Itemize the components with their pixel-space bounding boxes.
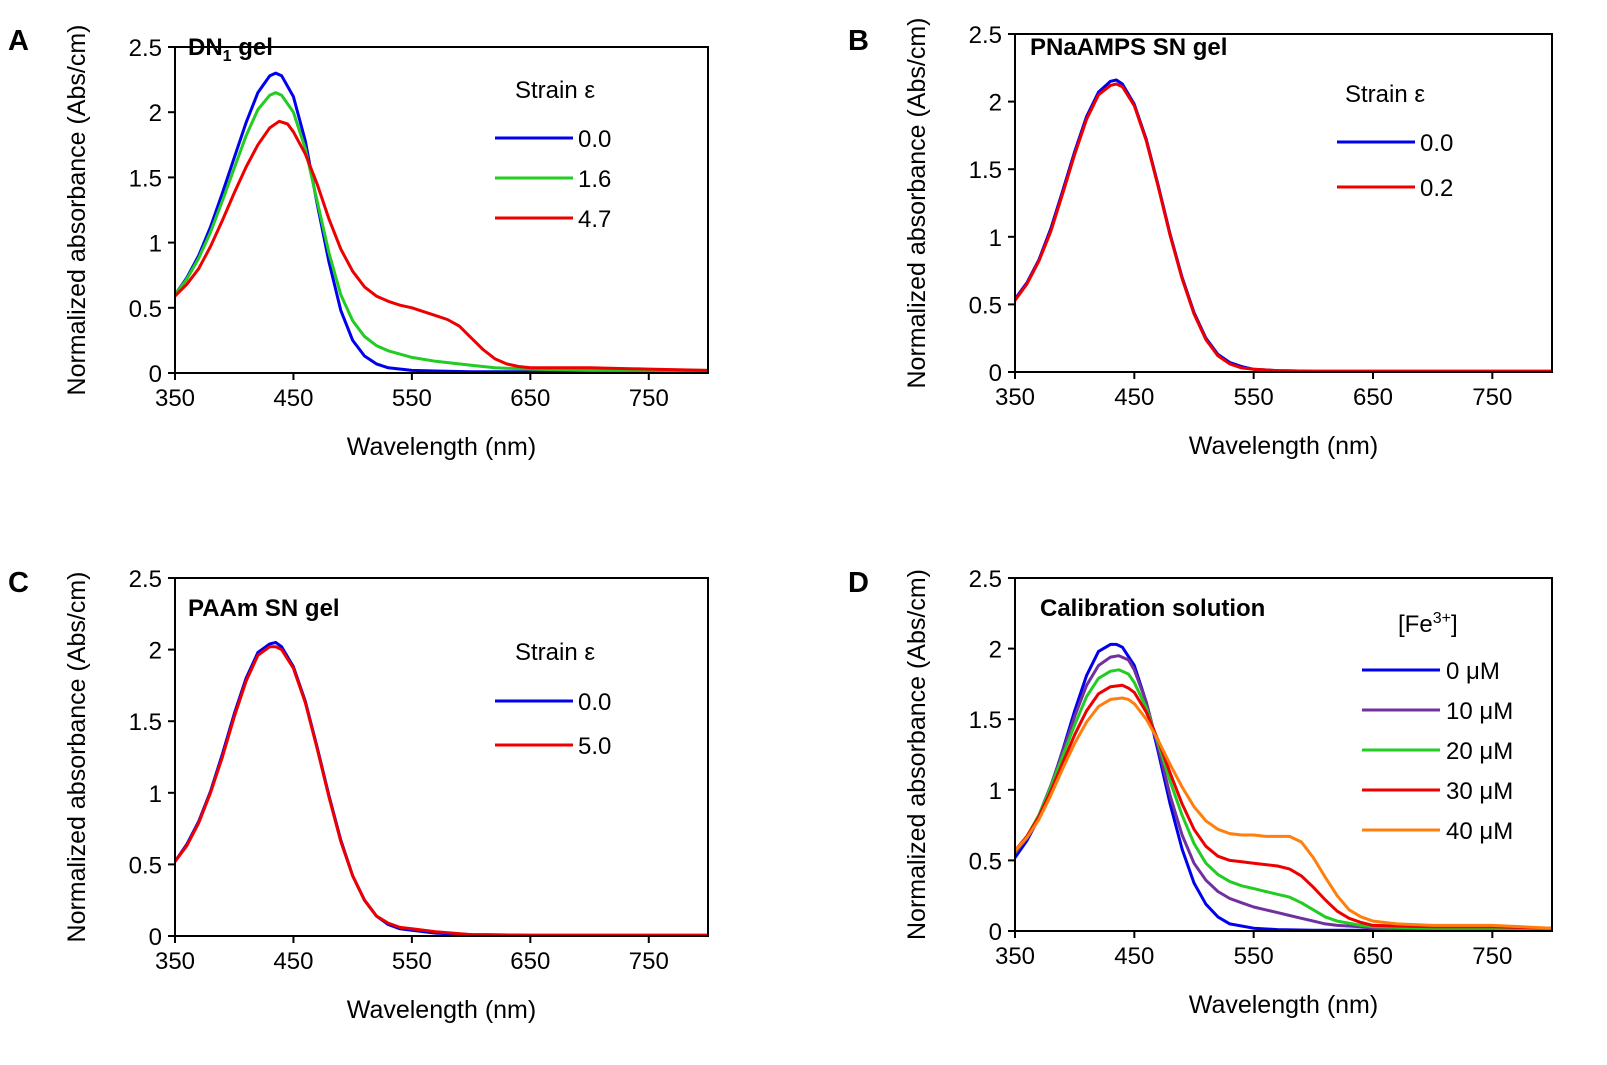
y-tick-label: 1 <box>149 781 162 808</box>
legend-label: 0.0 <box>1420 130 1453 157</box>
legend-label: 0.2 <box>1420 175 1453 202</box>
plot-frame <box>174 46 709 374</box>
y-tick-label: 2 <box>149 638 162 665</box>
y-tick-label: 1.5 <box>969 707 1002 734</box>
x-tick-label: 650 <box>1353 384 1393 411</box>
y-tick-label: 0.5 <box>969 292 1002 319</box>
panel-a: A 350 450 550 650 750 0 0.5 1 1.5 2 2.5 Wavelength (… <box>8 25 709 461</box>
series-line-1 <box>1015 654 1552 931</box>
y-tick-label: 2 <box>989 637 1002 664</box>
x-tick-label: 650 <box>510 385 550 412</box>
panel-title: DN1 gel <box>188 34 273 65</box>
legend-label: 40 μM <box>1446 818 1513 845</box>
x-axis-label: Wavelength (nm) <box>1189 432 1378 460</box>
legend-label: 30 μM <box>1446 778 1513 805</box>
legend-title: Strain ε <box>515 639 595 666</box>
plot-frame <box>174 577 709 937</box>
x-tick-label: 650 <box>510 948 550 975</box>
y-tick-label: 0.5 <box>129 296 162 323</box>
y-tick-label: 2.5 <box>129 566 162 593</box>
y-axis-label: Normalized absorbance (Abs/cm) <box>63 572 91 943</box>
legend-title: [Fe3+] <box>1398 610 1458 638</box>
series-line-0 <box>175 640 708 936</box>
series-line-4 <box>1015 696 1552 930</box>
x-tick-label: 750 <box>629 385 669 412</box>
series-line-0 <box>1015 78 1552 372</box>
x-tick-label: 450 <box>1114 943 1154 970</box>
series-line-1 <box>175 91 708 372</box>
x-tick-label: 550 <box>392 385 432 412</box>
x-tick-label: 550 <box>1234 943 1274 970</box>
panel-letter: A <box>8 25 29 57</box>
series-line-1 <box>175 645 708 936</box>
series-line-3 <box>1015 683 1552 930</box>
y-tick-label: 0.5 <box>969 848 1002 875</box>
panel-b: B 350 450 550 650 750 0 0.5 1 1.5 2 2.5 Wavelength (… <box>848 18 1553 460</box>
y-tick-label: 1.5 <box>129 709 162 736</box>
plot-frame <box>1014 577 1553 932</box>
panel-letter: D <box>848 567 869 599</box>
x-tick-label: 450 <box>1114 384 1154 411</box>
series-line-2 <box>1015 668 1552 931</box>
y-tick-label: 2.5 <box>969 566 1002 593</box>
panel-title: Calibration solution <box>1040 595 1265 622</box>
x-axis-label: Wavelength (nm) <box>347 433 536 461</box>
panel-letter: C <box>8 567 29 599</box>
x-tick-label: 650 <box>1353 943 1393 970</box>
y-tick-label: 0 <box>149 361 162 388</box>
x-tick-label: 350 <box>155 948 195 975</box>
x-tick-label: 750 <box>629 948 669 975</box>
y-tick-label: 1 <box>989 225 1002 252</box>
plot-frame <box>1014 33 1553 373</box>
y-axis-label: Normalized absorbance (Abs/cm) <box>903 18 931 389</box>
y-tick-label: 0 <box>149 924 162 951</box>
y-tick-label: 0.5 <box>129 852 162 879</box>
legend-label: 20 μM <box>1446 738 1513 765</box>
panel-c: C 350 450 550 650 750 0 0.5 1 1.5 2 2.5 Wavelength (… <box>8 566 709 1024</box>
y-axis-label: Normalized absorbance (Abs/cm) <box>63 25 91 396</box>
x-axis-label: Wavelength (nm) <box>1189 991 1378 1019</box>
legend-label: 0.0 <box>578 126 611 153</box>
y-tick-label: 0 <box>989 360 1002 387</box>
y-tick-label: 2.5 <box>129 35 162 62</box>
y-tick-label: 0 <box>989 919 1002 946</box>
y-tick-label: 1 <box>149 231 162 258</box>
y-tick-label: 2 <box>149 100 162 127</box>
panel-letter: B <box>848 25 869 57</box>
legend-label: 10 μM <box>1446 698 1513 725</box>
x-tick-label: 350 <box>155 385 195 412</box>
legend-label: 4.7 <box>578 206 611 233</box>
panel-d: D 350 450 550 650 750 0 0.5 1 1.5 2 2.5 Wavelength (… <box>848 566 1553 1019</box>
x-tick-label: 550 <box>1234 384 1274 411</box>
x-tick-label: 450 <box>273 385 313 412</box>
series-line-2 <box>175 119 708 372</box>
x-tick-label: 350 <box>995 943 1035 970</box>
legend-label: 1.6 <box>578 166 611 193</box>
y-tick-label: 1 <box>989 778 1002 805</box>
y-tick-label: 2 <box>989 90 1002 117</box>
legend-label: 0 μM <box>1446 658 1500 685</box>
y-tick-label: 1.5 <box>129 165 162 192</box>
series-line-1 <box>1015 82 1552 372</box>
x-tick-label: 450 <box>273 948 313 975</box>
y-axis-label: Normalized absorbance (Abs/cm) <box>903 569 931 940</box>
x-tick-label: 750 <box>1472 384 1512 411</box>
x-tick-label: 750 <box>1472 943 1512 970</box>
legend-title: Strain ε <box>1345 81 1425 108</box>
legend-label: 5.0 <box>578 733 611 760</box>
legend-title: Strain ε <box>515 77 595 104</box>
legend-label: 0.0 <box>578 689 611 716</box>
x-tick-label: 350 <box>995 384 1035 411</box>
panel-title: PNaAMPS SN gel <box>1030 34 1227 61</box>
y-tick-label: 2.5 <box>969 22 1002 49</box>
panel-title: PAAm SN gel <box>188 595 340 622</box>
x-tick-label: 550 <box>392 948 432 975</box>
y-tick-label: 1.5 <box>969 157 1002 184</box>
x-axis-label: Wavelength (nm) <box>347 996 536 1024</box>
